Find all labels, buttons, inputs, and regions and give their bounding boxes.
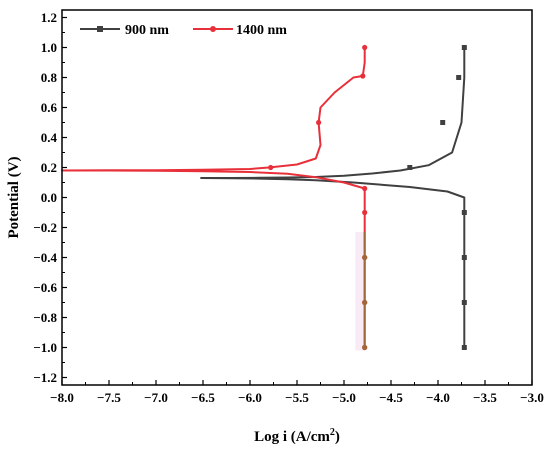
series-1-marker (407, 165, 413, 170)
series-1-marker (456, 75, 462, 80)
legend-marker-2 (210, 26, 216, 32)
highlight-band (355, 232, 365, 351)
x-axis-title: Log i (A/cm2) (254, 427, 340, 445)
y-axis-title: Potential (V) (6, 156, 22, 238)
y-tick-label: 0.2 (41, 160, 57, 175)
overlap-marker (362, 254, 368, 261)
x-tick-label: −6.5 (191, 390, 215, 405)
series-2-marker (362, 209, 368, 216)
x-tick-label: −5.5 (285, 390, 309, 405)
series-line-2 (61, 47, 366, 348)
y-tick-label: 0.0 (41, 190, 57, 205)
x-tick-label: −8.0 (50, 390, 74, 405)
series-2-marker (362, 185, 368, 192)
y-tick-label: −0.8 (33, 310, 57, 325)
legend: 900 nm 1400 nm (80, 23, 287, 38)
series-1-marker (461, 255, 467, 260)
y-tick-label: 0.4 (41, 130, 58, 145)
series-1-marker (461, 345, 467, 350)
x-tick-label: −3.5 (473, 390, 497, 405)
y-tick-label: −0.2 (33, 220, 57, 235)
x-tick-label: −5.0 (332, 390, 356, 405)
y-tick-label: 0.8 (41, 70, 58, 85)
y-tick-label: 1.2 (41, 10, 57, 25)
series-1-marker (440, 120, 446, 125)
series-2-marker (316, 119, 322, 126)
y-tick-label: 1.0 (41, 40, 57, 55)
x-tick-label: −7.5 (97, 390, 121, 405)
series-2-marker (362, 44, 368, 51)
plot-frame (61, 9, 533, 386)
legend-label-1: 900 nm (125, 23, 169, 38)
y-tick-label: 0.6 (41, 100, 58, 115)
y-tick-label: −0.4 (33, 250, 57, 265)
legend-label-2: 1400 nm (236, 23, 287, 38)
x-tick-label: −6.0 (238, 390, 262, 405)
legend-marker-1 (97, 26, 103, 32)
series-2-marker (360, 73, 366, 79)
x-tick-label: −4.5 (379, 390, 403, 405)
series-line-1 (200, 47, 466, 348)
x-tick-label: −3.0 (520, 390, 544, 405)
y-tick-label: −1.2 (33, 370, 57, 385)
y-tick-label: −0.6 (33, 280, 57, 295)
series-1-marker (461, 300, 467, 305)
series-1-marker (461, 210, 467, 215)
overlap-marker (362, 344, 368, 351)
series-group (61, 44, 467, 351)
overlap-marker (362, 299, 368, 306)
series-1-marker (461, 45, 467, 50)
x-tick-label: −7.0 (144, 390, 168, 405)
x-tick-label: −4.0 (426, 390, 450, 405)
ticks-group: −8.0 −7.5 −7.0 −6.5 −6.0 −5.5 −5.0 −4.5 −4.0 −3.5… (33, 10, 544, 405)
series-2-marker (268, 164, 274, 171)
y-tick-label: −1.0 (33, 340, 57, 355)
